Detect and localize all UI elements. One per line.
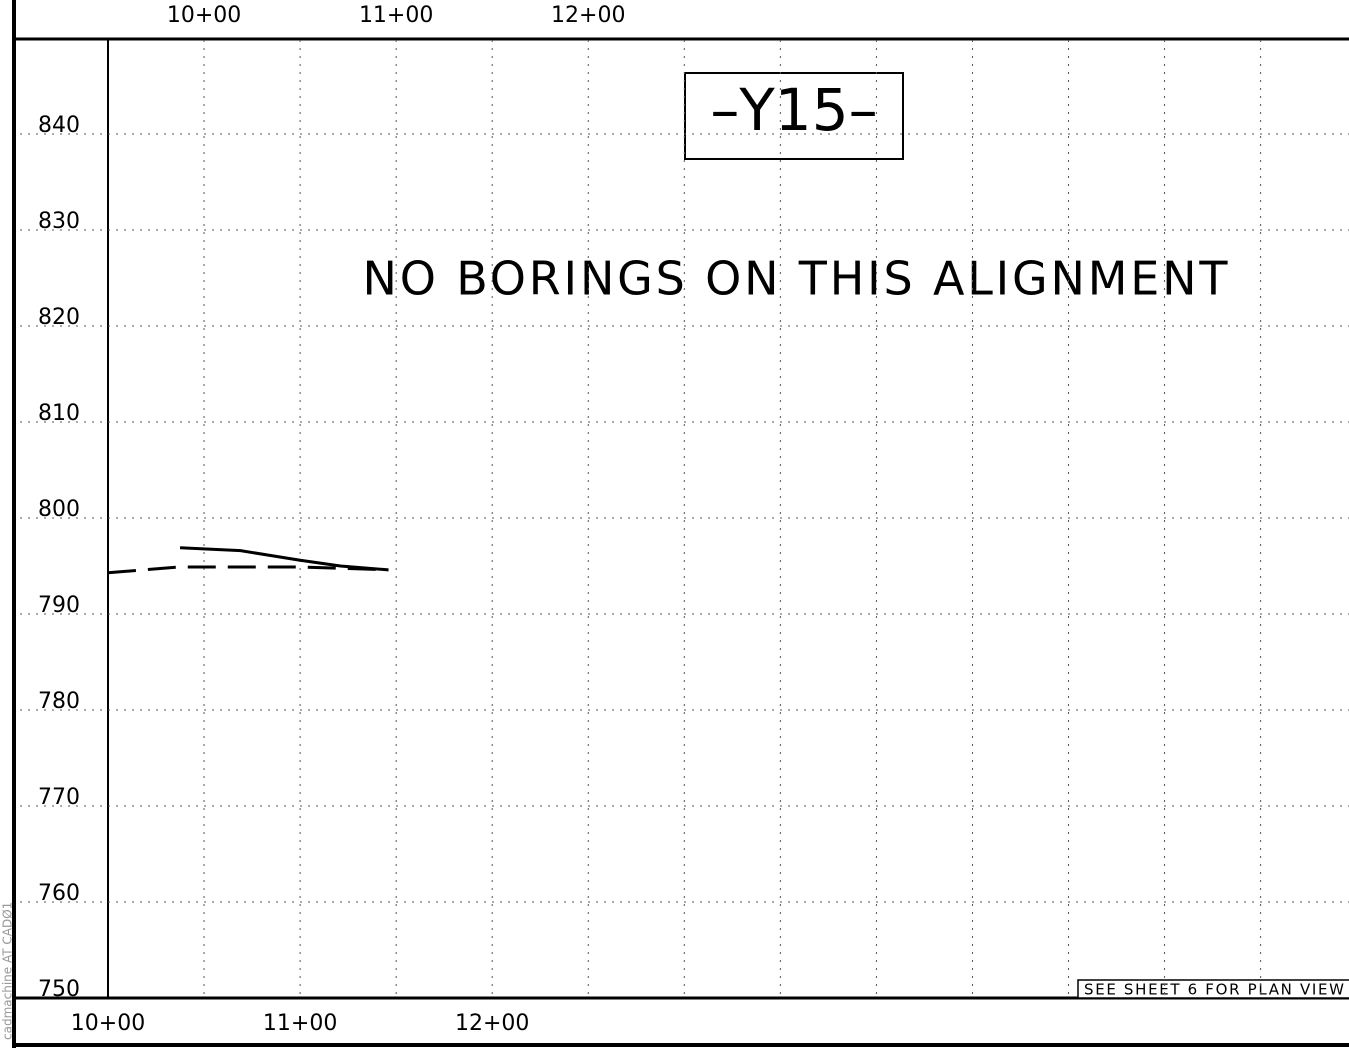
x2-tick-label: 11+00: [359, 3, 433, 28]
x2-tick-label: 12+00: [551, 3, 625, 28]
y-tick-label: 800: [38, 497, 80, 522]
side-note: cadmachine AT CADØ1: [1, 902, 15, 1040]
x-tick-label: 10+00: [71, 1011, 145, 1036]
title-box: [684, 72, 904, 160]
profile-line: [107, 565, 389, 575]
y-tick-label: 830: [38, 209, 80, 234]
x-tick-label: 12+00: [455, 1011, 529, 1036]
y-tick-label: 810: [38, 401, 80, 426]
y-tick-label: 790: [38, 593, 80, 618]
chart-title: –Y15–: [710, 76, 877, 144]
y-tick-label: 770: [38, 785, 80, 810]
x-tick-label: 11+00: [263, 1011, 337, 1036]
subtitle: NO BORINGS ON THIS ALIGNMENT: [363, 252, 1229, 306]
profile-line: [179, 546, 389, 572]
y-tick-label: 760: [38, 881, 80, 906]
x2-tick-label: 10+00: [167, 3, 241, 28]
y-tick-label: 780: [38, 689, 80, 714]
y-tick-label: 840: [38, 113, 80, 138]
y-tick-label: 750: [38, 977, 80, 1002]
y-tick-label: 820: [38, 305, 80, 330]
note-box: [1077, 979, 1349, 999]
